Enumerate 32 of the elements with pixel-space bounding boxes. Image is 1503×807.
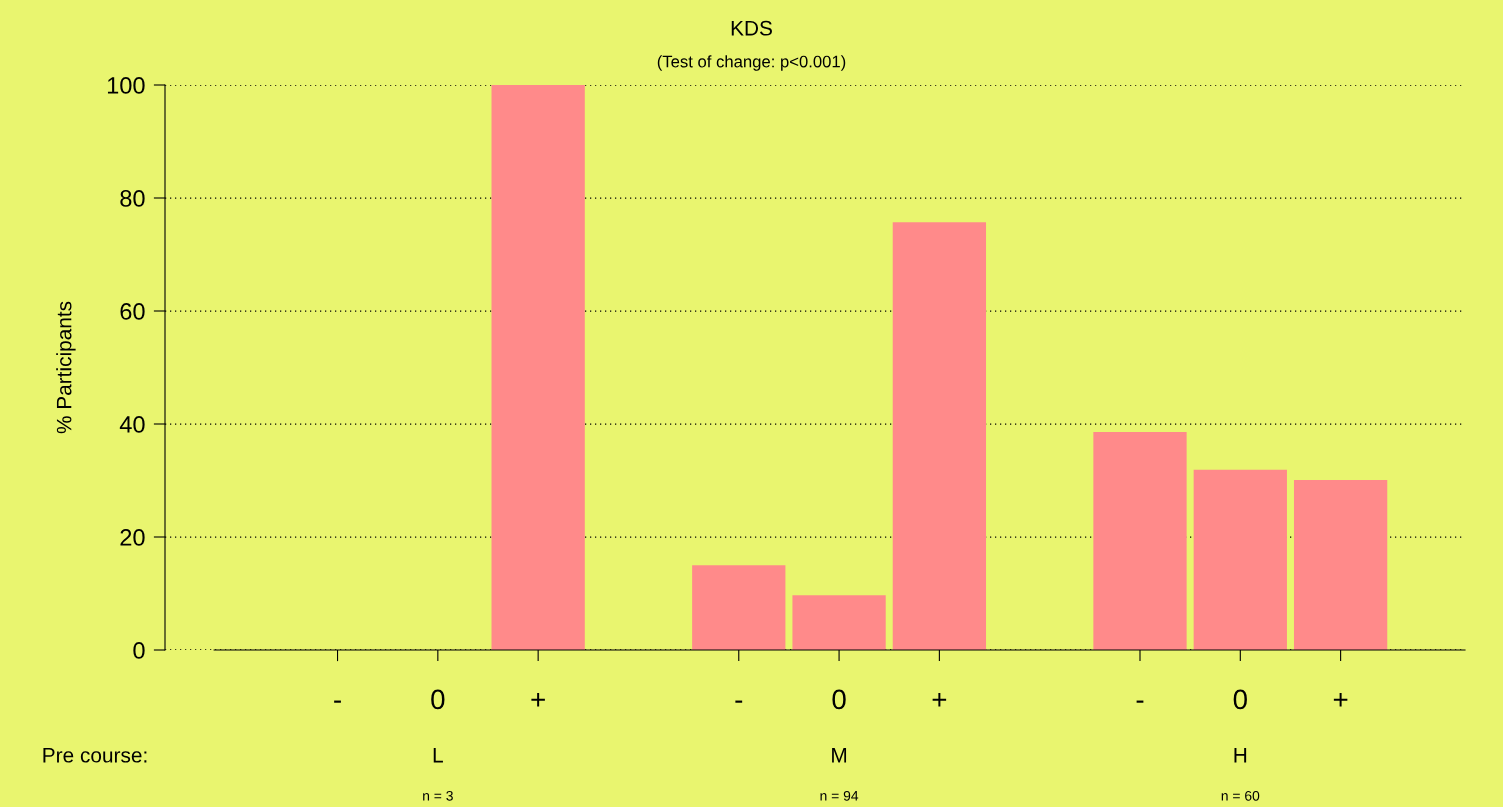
text: n = 60 [1221, 790, 1260, 801]
y-tick-label: 60 [120, 303, 145, 320]
bar [692, 565, 786, 650]
text: L [433, 748, 443, 763]
y-tick-label: 20 [120, 529, 145, 546]
x-tick-label: + [1333, 692, 1348, 707]
y-tick-label: 100 [107, 77, 145, 94]
x-tick-label: + [531, 692, 545, 707]
text: n = 94 [820, 790, 859, 801]
y-tick-label: 0 [133, 642, 145, 659]
x-tick-label: 0 [431, 689, 445, 710]
x-tick-label: - [735, 700, 743, 703]
x-tick-label: - [334, 700, 341, 703]
x-tick-label: + [932, 692, 947, 707]
bar [491, 85, 585, 650]
text: Pre course: [43, 748, 147, 763]
x-tick-label: 0 [1233, 689, 1247, 710]
y-axis-title: % Participants [56, 301, 76, 434]
bar [1293, 479, 1388, 650]
x-tick-label: - [1136, 700, 1144, 703]
bar [1093, 431, 1187, 650]
bar [892, 222, 987, 650]
text: H [1234, 748, 1247, 763]
y-tick-label: 40 [119, 416, 145, 433]
text: n = 3 [423, 790, 453, 801]
chart-subtitle: (Test of change: p<0.001) [657, 55, 846, 71]
bar [1193, 469, 1287, 650]
text: M [832, 748, 847, 763]
chart-title: KDS [731, 20, 772, 36]
y-tick-label: 80 [120, 190, 145, 207]
x-tick-label: 0 [832, 689, 846, 710]
bar [792, 595, 886, 650]
